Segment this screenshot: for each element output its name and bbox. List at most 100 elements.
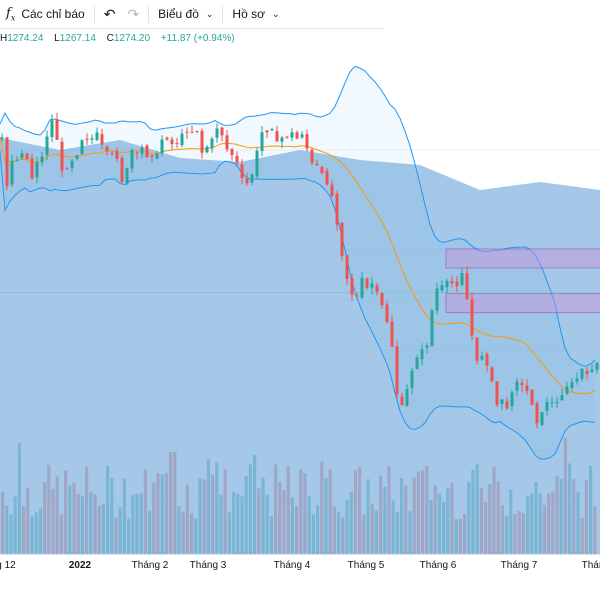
candle-body <box>350 278 354 295</box>
candle-body <box>385 304 389 323</box>
candle-body <box>160 139 164 154</box>
candle-body <box>595 362 599 370</box>
candle-body <box>510 392 514 407</box>
candle-body <box>20 153 24 159</box>
candle-body <box>495 381 499 405</box>
candle-body <box>425 345 429 348</box>
candle-body <box>215 128 219 138</box>
candle-body <box>315 163 319 166</box>
chart-menu-label: Biểu đồ <box>158 7 199 21</box>
zone-lower <box>445 293 600 314</box>
candle-body <box>0 137 4 140</box>
chart-toolbar: fx Các chỉ báo ↶ ↷ Biểu đồ ⌄ Hồ sơ ⌄ <box>0 0 384 29</box>
function-icon: fx <box>6 5 16 23</box>
candle-body <box>470 299 474 336</box>
candle-body <box>505 401 509 409</box>
candle-body <box>70 160 74 168</box>
profile-menu-button[interactable]: Hồ sơ ⌄ <box>226 0 285 28</box>
candle-body <box>190 131 194 133</box>
candle-body <box>65 168 69 170</box>
candle-body <box>180 133 184 146</box>
candle-body <box>285 136 289 138</box>
close-value: 1274.20 <box>113 33 151 44</box>
candle-body <box>5 137 9 187</box>
candle-body <box>435 288 439 311</box>
candle-body <box>575 378 579 382</box>
candle-body <box>390 321 394 347</box>
candle-body <box>485 353 489 366</box>
candle-body <box>30 158 34 179</box>
candle-body <box>95 132 99 141</box>
undo-icon: ↶ <box>103 5 116 22</box>
candle-body <box>125 168 129 184</box>
candle-body <box>455 281 459 287</box>
candle-body <box>325 170 329 185</box>
basis-line <box>0 137 596 395</box>
toolbar-divider <box>148 5 150 23</box>
candle-body <box>415 357 419 370</box>
candle-body <box>110 152 114 154</box>
candle-body <box>15 159 19 161</box>
candle-body <box>250 174 254 183</box>
ohlc-legend: H1274.24 L1267.14 C1274.20 +11.87 (+0.94… <box>0 33 235 44</box>
redo-button[interactable]: ↷ <box>121 0 145 28</box>
candle-body <box>460 273 464 285</box>
upper-band-line <box>0 65 596 367</box>
candle-body <box>170 139 174 145</box>
candle-body <box>430 310 434 346</box>
candle-body <box>545 402 549 411</box>
candle-body <box>195 131 199 133</box>
indicators-button[interactable]: fx Các chỉ báo <box>0 0 91 28</box>
change-value: +11.87 (+0.94%) <box>160 33 235 44</box>
candle-body <box>85 138 89 140</box>
candle-body <box>255 150 259 177</box>
candle-body <box>475 337 479 361</box>
candle-body <box>225 135 229 150</box>
time-axis-tick: Tháng 2 <box>131 560 169 571</box>
redo-icon: ↷ <box>127 5 140 22</box>
candle-body <box>210 138 214 149</box>
candle-body <box>235 155 239 163</box>
price-zones[interactable] <box>0 248 600 314</box>
candle-body <box>515 381 519 391</box>
high-value: 1274.24 <box>7 33 44 44</box>
candle-body <box>295 132 299 139</box>
low-value: 1267.14 <box>59 33 96 44</box>
candle-body <box>445 280 449 288</box>
candle-body <box>240 164 244 179</box>
candle-body <box>345 255 349 280</box>
candle-body <box>230 149 234 156</box>
undo-button[interactable]: ↶ <box>98 0 122 28</box>
candle-body <box>135 152 139 154</box>
candle-body <box>115 151 119 159</box>
indicators-label: Các chỉ báo <box>21 7 85 21</box>
chevron-down-icon: ⌄ <box>205 8 214 19</box>
candle-body <box>40 156 44 163</box>
candle-body <box>380 293 384 306</box>
candle-body <box>220 127 224 136</box>
time-axis[interactable]: g 12 2022 Tháng 2 Tháng 3 Tháng 4 Tháng 5 Thán… <box>0 554 600 601</box>
candle-body <box>535 403 539 424</box>
candle-body <box>560 394 564 401</box>
candle-body <box>335 193 339 225</box>
candle-body <box>175 142 179 144</box>
candle-body <box>265 130 269 133</box>
candle-body <box>60 141 64 171</box>
volume-average-area <box>0 138 600 554</box>
candle-body <box>275 131 279 142</box>
candle-body <box>55 119 59 140</box>
candle-body <box>75 155 79 159</box>
candle-body <box>50 120 54 138</box>
time-axis-tick: Tháng 7 <box>500 560 538 571</box>
candle-body <box>200 130 204 153</box>
candle-body <box>80 140 84 155</box>
candle-body <box>150 155 154 157</box>
candle-body <box>130 149 134 169</box>
candle-body <box>565 386 569 394</box>
chart-menu-button[interactable]: Biểu đồ ⌄ <box>152 0 219 28</box>
candle-body <box>100 134 104 145</box>
candle-body <box>530 389 534 406</box>
candle-body <box>420 349 424 360</box>
candle-body <box>465 273 469 300</box>
